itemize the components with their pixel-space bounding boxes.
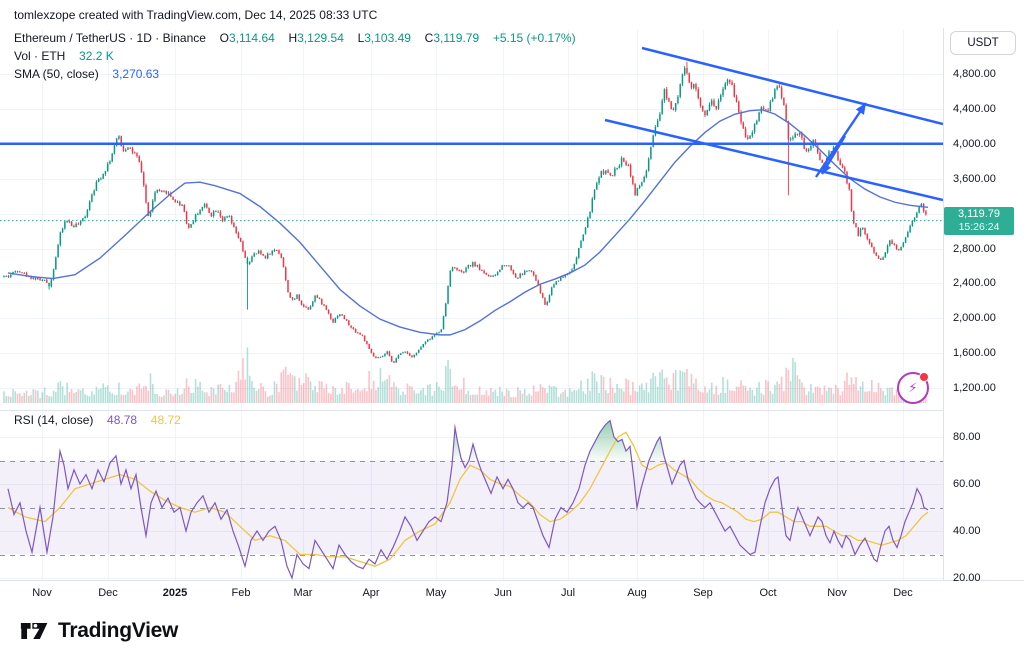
time-axis-label: Nov: [827, 587, 847, 599]
price-axis-label: 2,800.00: [953, 242, 996, 255]
last-price-badge: 3,119.79 15:26:24: [944, 206, 1014, 235]
sma-value: 3,270.63: [112, 67, 160, 81]
time-axis-label: Aug: [627, 587, 647, 599]
time-axis-label: Jul: [560, 587, 576, 599]
price-axis-label: 2,000.00: [953, 312, 996, 325]
time-axis-label: Sep: [693, 587, 713, 599]
rsi-ma-value: 48.72: [150, 413, 181, 427]
price-axis-label: 1,200.00: [953, 382, 996, 395]
exchange-label: Binance: [162, 31, 206, 45]
pane-separator[interactable]: [0, 410, 1024, 411]
lightning-icon: ⚡: [908, 380, 918, 395]
time-axis-label: May: [425, 587, 447, 599]
tradingview-logo[interactable]: TradingView: [20, 618, 178, 644]
price-axis-label: 3,600.00: [953, 172, 996, 185]
flash-boost-icon[interactable]: ⚡: [897, 372, 929, 404]
last-price-value: 3,119.79: [957, 207, 1000, 220]
rsi-legend[interactable]: RSI (14, close) 48.78 48.72: [14, 413, 181, 427]
symbol-legend[interactable]: Ethereum / TetherUS · 1D · Binance O3,11…: [14, 31, 576, 45]
volume-label: Vol · ETH: [14, 49, 66, 63]
currency-toggle-button[interactable]: USDT: [950, 31, 1016, 55]
time-axis-label: Nov: [32, 587, 52, 599]
rsi-axis-label: 40.00: [953, 525, 981, 537]
header-bar: tomlexzope created with TradingView.com,…: [0, 0, 1024, 28]
rsi-axis-label: 80.00: [953, 431, 981, 443]
ohlc-high: 3,129.54: [297, 31, 344, 45]
time-axis-label: Feb: [231, 587, 251, 599]
time-axis-label: Oct: [759, 587, 777, 599]
volume-value: 32.2 K: [79, 49, 114, 63]
price-axis-label: 4,800.00: [953, 68, 996, 80]
time-axis-label: Mar: [293, 587, 313, 599]
price-axis-label: 2,400.00: [953, 277, 996, 290]
countdown-timer: 15:26:24: [958, 220, 1000, 233]
price-axis[interactable]: USDT 3,119.79 15:26:24 4,800.00 4,400.00 4…: [943, 28, 1024, 584]
symbol-name: Ethereum / TetherUS: [14, 31, 126, 45]
time-axis-label: Dec: [98, 587, 118, 599]
interval-label: 1D: [136, 31, 152, 45]
price-axis-label: 1,600.00: [953, 347, 996, 360]
time-axis-label: Jun: [494, 587, 512, 599]
price-axis-label: 4,000.00: [953, 137, 996, 150]
time-axis[interactable]: Nov Dec 2025 Feb Mar Apr May Jun Jul Aug Sep Oct Nov…: [0, 580, 1024, 606]
change-value: +5.15 (+0.17%): [492, 31, 576, 45]
time-axis-label: 2025: [162, 587, 188, 599]
rsi-label: RSI (14, close): [14, 413, 94, 427]
rsi-axis-label: 60.00: [953, 478, 981, 490]
sma-legend[interactable]: SMA (50, close) 3,270.63: [14, 67, 159, 81]
chart-region: Ethereum / TetherUS · 1D · Binance O3,11…: [0, 28, 1024, 606]
footer-bar: TradingView: [0, 605, 1024, 659]
ohlc-low: 3,103.49: [364, 31, 411, 45]
time-axis-label: Apr: [362, 587, 380, 599]
tradingview-mark-icon: [20, 623, 48, 639]
volume-legend[interactable]: Vol · ETH 32.2 K: [14, 49, 114, 63]
ohlc-open: 3,114.64: [228, 31, 275, 45]
sma-label: SMA (50, close): [14, 67, 99, 81]
ohlc-close: 3,119.79: [433, 31, 480, 45]
time-axis-label: Dec: [893, 587, 913, 599]
rsi-value: 48.78: [107, 413, 138, 427]
notification-dot: [919, 372, 929, 382]
price-chart-canvas[interactable]: [0, 28, 943, 580]
attribution-text: tomlexzope created with TradingView.com,…: [14, 8, 378, 22]
price-axis-label: 4,400.00: [953, 102, 996, 115]
rsi-axis-label: 20.00: [953, 572, 981, 584]
tradingview-wordmark: TradingView: [58, 619, 179, 642]
